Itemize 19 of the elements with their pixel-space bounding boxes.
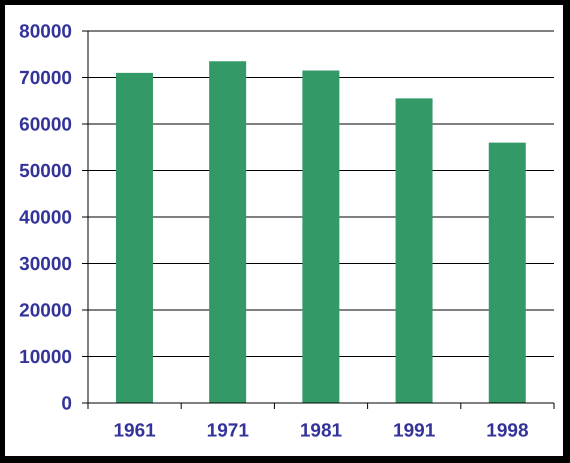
y-tick-label: 50000 bbox=[19, 161, 72, 182]
x-tick-label: 1961 bbox=[113, 420, 156, 442]
y-tick-label: 70000 bbox=[19, 68, 72, 90]
x-tick-label: 1981 bbox=[300, 420, 343, 442]
y-tick-label: 20000 bbox=[19, 300, 72, 322]
bar bbox=[302, 70, 340, 403]
x-tick-label: 1991 bbox=[393, 420, 436, 442]
y-tick-label: 30000 bbox=[19, 254, 72, 276]
x-tick-label: 1998 bbox=[486, 420, 529, 442]
y-tick-label: 10000 bbox=[19, 347, 72, 368]
x-tick-label: 1971 bbox=[206, 420, 250, 442]
y-tick-label: 40000 bbox=[19, 208, 72, 229]
y-tick-label: 60000 bbox=[19, 114, 72, 136]
bar bbox=[116, 72, 153, 403]
y-tick-label: 0 bbox=[61, 394, 72, 415]
bar bbox=[488, 142, 526, 403]
bar bbox=[209, 61, 246, 403]
y-tick-label: 80000 bbox=[19, 22, 72, 43]
bar bbox=[396, 98, 433, 403]
